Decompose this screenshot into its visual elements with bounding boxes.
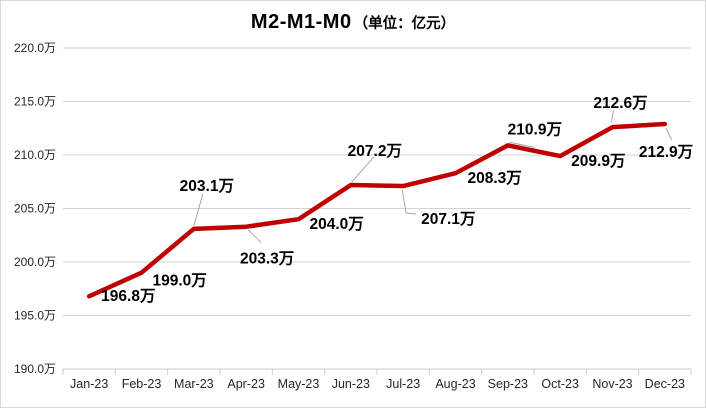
label-leader-line bbox=[351, 156, 375, 183]
y-tick-label: 215.0万 bbox=[14, 95, 56, 109]
data-label: 203.1万 bbox=[180, 178, 234, 195]
y-tick-label: 195.0万 bbox=[14, 309, 56, 323]
label-leader-line bbox=[193, 193, 204, 226]
data-label: 196.8万 bbox=[101, 288, 155, 305]
y-tick-label: 210.0万 bbox=[14, 148, 56, 162]
data-label: 199.0万 bbox=[153, 273, 207, 290]
x-tick-label: Apr-23 bbox=[227, 377, 265, 391]
x-tick-label: May-23 bbox=[278, 377, 320, 391]
data-label: 204.0万 bbox=[310, 216, 364, 233]
x-tick-label: Jan-23 bbox=[70, 377, 108, 391]
data-label: 207.2万 bbox=[348, 143, 402, 160]
label-leader-line bbox=[247, 229, 262, 244]
x-tick-label: Mar-23 bbox=[174, 377, 214, 391]
y-tick-label: 220.0万 bbox=[14, 41, 56, 55]
series-line bbox=[86, 121, 668, 299]
label-leader-line bbox=[611, 110, 614, 123]
label-leader-line bbox=[509, 141, 535, 148]
x-tick-label: Oct-23 bbox=[541, 377, 579, 391]
y-tick-label: 190.0万 bbox=[14, 362, 56, 376]
data-label: 208.3万 bbox=[468, 170, 522, 187]
chart-title: M2-M1-M0 （单位：亿元） bbox=[1, 11, 705, 34]
x-tick-label: Aug-23 bbox=[435, 377, 475, 391]
x-tick-label: Jun-23 bbox=[332, 377, 370, 391]
data-label: 212.9万 bbox=[639, 144, 693, 161]
chart-title-unit: （单位：亿元） bbox=[353, 16, 456, 32]
label-leader-line bbox=[401, 189, 417, 215]
label-leader-line bbox=[665, 127, 673, 141]
x-tick-label: Jul-23 bbox=[386, 377, 420, 391]
y-tick-label: 205.0万 bbox=[14, 202, 56, 216]
x-tick-label: Feb-23 bbox=[122, 377, 162, 391]
data-label: 209.9万 bbox=[571, 153, 625, 170]
data-label: 212.6万 bbox=[593, 95, 647, 112]
data-label: 210.9万 bbox=[508, 121, 562, 138]
y-tick-label: 200.0万 bbox=[14, 255, 56, 269]
data-label: 207.1万 bbox=[421, 211, 475, 228]
x-tick-label: Sep-23 bbox=[488, 377, 528, 391]
data-label: 203.3万 bbox=[240, 251, 294, 268]
chart-title-text: M2-M1-M0 bbox=[250, 11, 352, 33]
x-tick-label: Dec-23 bbox=[645, 377, 685, 391]
x-tick-label: Nov-23 bbox=[592, 377, 632, 391]
